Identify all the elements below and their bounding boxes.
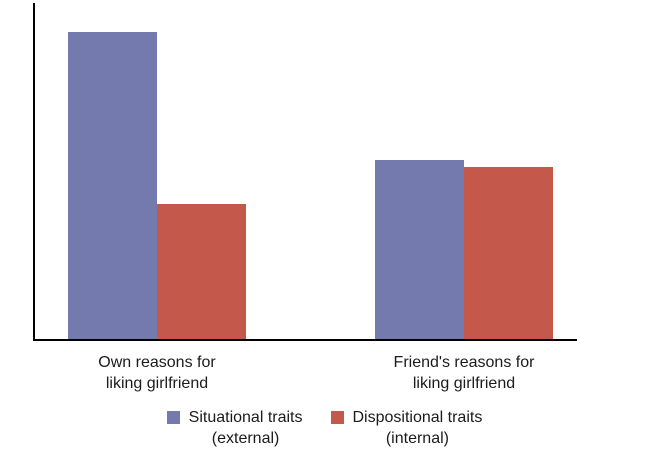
legend-swatch-dispositional xyxy=(330,411,344,424)
x-axis-label-line: liking girlfriend xyxy=(412,375,516,392)
legend-item-dispositional: Dispositional traits (internal) xyxy=(330,407,483,449)
bar-situational-category-0 xyxy=(68,32,157,339)
legend-label-situational: Situational traits xyxy=(188,409,303,426)
plot-area xyxy=(68,32,553,339)
legend-label-dispositional: Dispositional traits xyxy=(352,409,483,426)
legend-label-dispositional-sub: (internal) xyxy=(385,430,449,447)
x-axis-label-line: liking girlfriend xyxy=(105,375,209,392)
x-axis-label-line: Own reasons for xyxy=(98,354,216,371)
x-axis-line xyxy=(33,339,577,341)
legend-item-situational: Situational traits (external) xyxy=(166,407,303,449)
x-axis-label-line: Friend's reasons for xyxy=(393,354,535,371)
x-axis-label-own-reasons: Own reasons for liking girlfriend xyxy=(37,352,277,394)
chart-legend: Situational traits (external) Dispositio… xyxy=(0,407,649,449)
y-axis-line xyxy=(33,3,35,341)
legend-swatch-situational xyxy=(166,411,180,424)
bar-dispositional-category-1 xyxy=(464,167,553,339)
bar-dispositional-category-0 xyxy=(157,204,246,339)
x-axis-label-friends-reasons: Friend's reasons for liking girlfriend xyxy=(344,352,584,394)
legend-label-situational-sub: (external) xyxy=(211,430,280,447)
bar-situational-category-1 xyxy=(375,160,464,339)
